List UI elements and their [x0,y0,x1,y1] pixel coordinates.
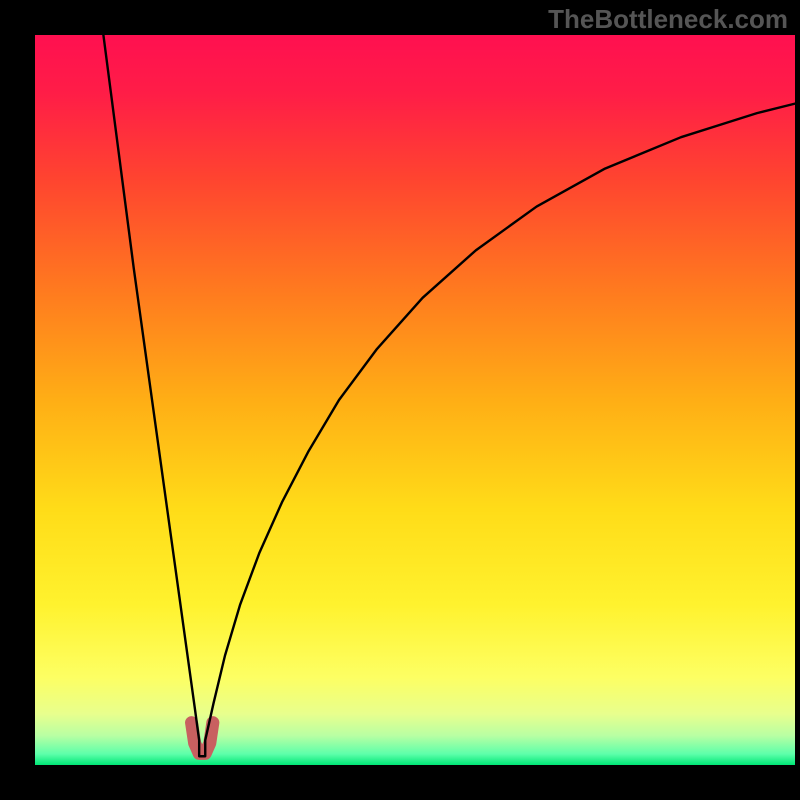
figure-container: TheBottleneck.com [0,0,800,800]
bottleneck-curve-chart [0,0,800,800]
plot-background-gradient [35,35,795,765]
